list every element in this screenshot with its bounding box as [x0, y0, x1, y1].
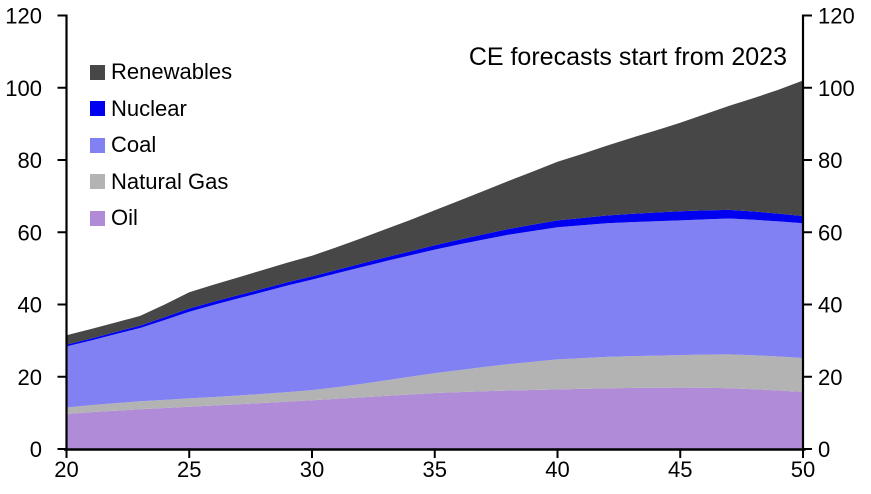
- legend: Renewables Nuclear Coal Natural Gas Oil: [90, 54, 232, 237]
- y-axis-label-left-40: 40: [18, 293, 42, 318]
- y-axis-label-left-100: 100: [5, 76, 42, 101]
- legend-label-natural-gas: Natural Gas: [111, 168, 229, 194]
- y-axis-label-right-0: 0: [818, 437, 830, 462]
- nuclear-legend-swatch-icon: [90, 101, 105, 117]
- y-axis-label-left-80: 80: [18, 148, 42, 173]
- x-axis-label-45: 45: [668, 457, 692, 482]
- coal-legend-swatch-icon: [90, 137, 105, 153]
- oil-legend-swatch-icon: [90, 210, 105, 226]
- x-axis-label-50: 50: [791, 457, 815, 482]
- y-axis-label-right-120: 120: [818, 4, 855, 29]
- y-axis-label-left-120: 120: [5, 4, 42, 29]
- legend-item-renewables: Renewables: [90, 54, 232, 91]
- area-coal: [66, 218, 803, 408]
- y-axis-label-right-80: 80: [818, 148, 842, 173]
- legend-label-coal: Coal: [111, 132, 157, 158]
- forecast-annotation: CE forecasts start from 2023: [468, 43, 787, 71]
- legend-item-nuclear: Nuclear: [90, 91, 232, 128]
- x-axis-label-35: 35: [423, 457, 447, 482]
- y-axis-label-right-40: 40: [818, 293, 842, 318]
- y-axis-label-left-0: 0: [30, 437, 42, 462]
- natural-gas-legend-swatch-icon: [90, 174, 105, 190]
- y-axis-label-right-100: 100: [818, 76, 855, 101]
- x-axis-label-40: 40: [545, 457, 569, 482]
- legend-label-renewables: Renewables: [111, 59, 233, 85]
- y-axis-label-right-60: 60: [818, 220, 842, 245]
- legend-item-natural-gas: Natural Gas: [90, 164, 232, 201]
- area-renewables: [66, 80, 803, 345]
- x-axis-label-25: 25: [177, 457, 201, 482]
- legend-item-oil: Oil: [90, 200, 232, 237]
- renewables-legend-swatch-icon: [90, 64, 105, 80]
- y-axis-label-right-20: 20: [818, 365, 842, 390]
- y-axis-label-left-60: 60: [18, 220, 42, 245]
- area-oil: [66, 387, 803, 449]
- y-axis-label-left-20: 20: [18, 365, 42, 390]
- area-natural-gas: [66, 354, 803, 414]
- legend-label-oil: Oil: [111, 205, 138, 231]
- x-axis-label-20: 20: [54, 457, 78, 482]
- x-axis-label-30: 30: [300, 457, 324, 482]
- legend-item-coal: Coal: [90, 127, 232, 164]
- legend-label-nuclear: Nuclear: [111, 95, 187, 121]
